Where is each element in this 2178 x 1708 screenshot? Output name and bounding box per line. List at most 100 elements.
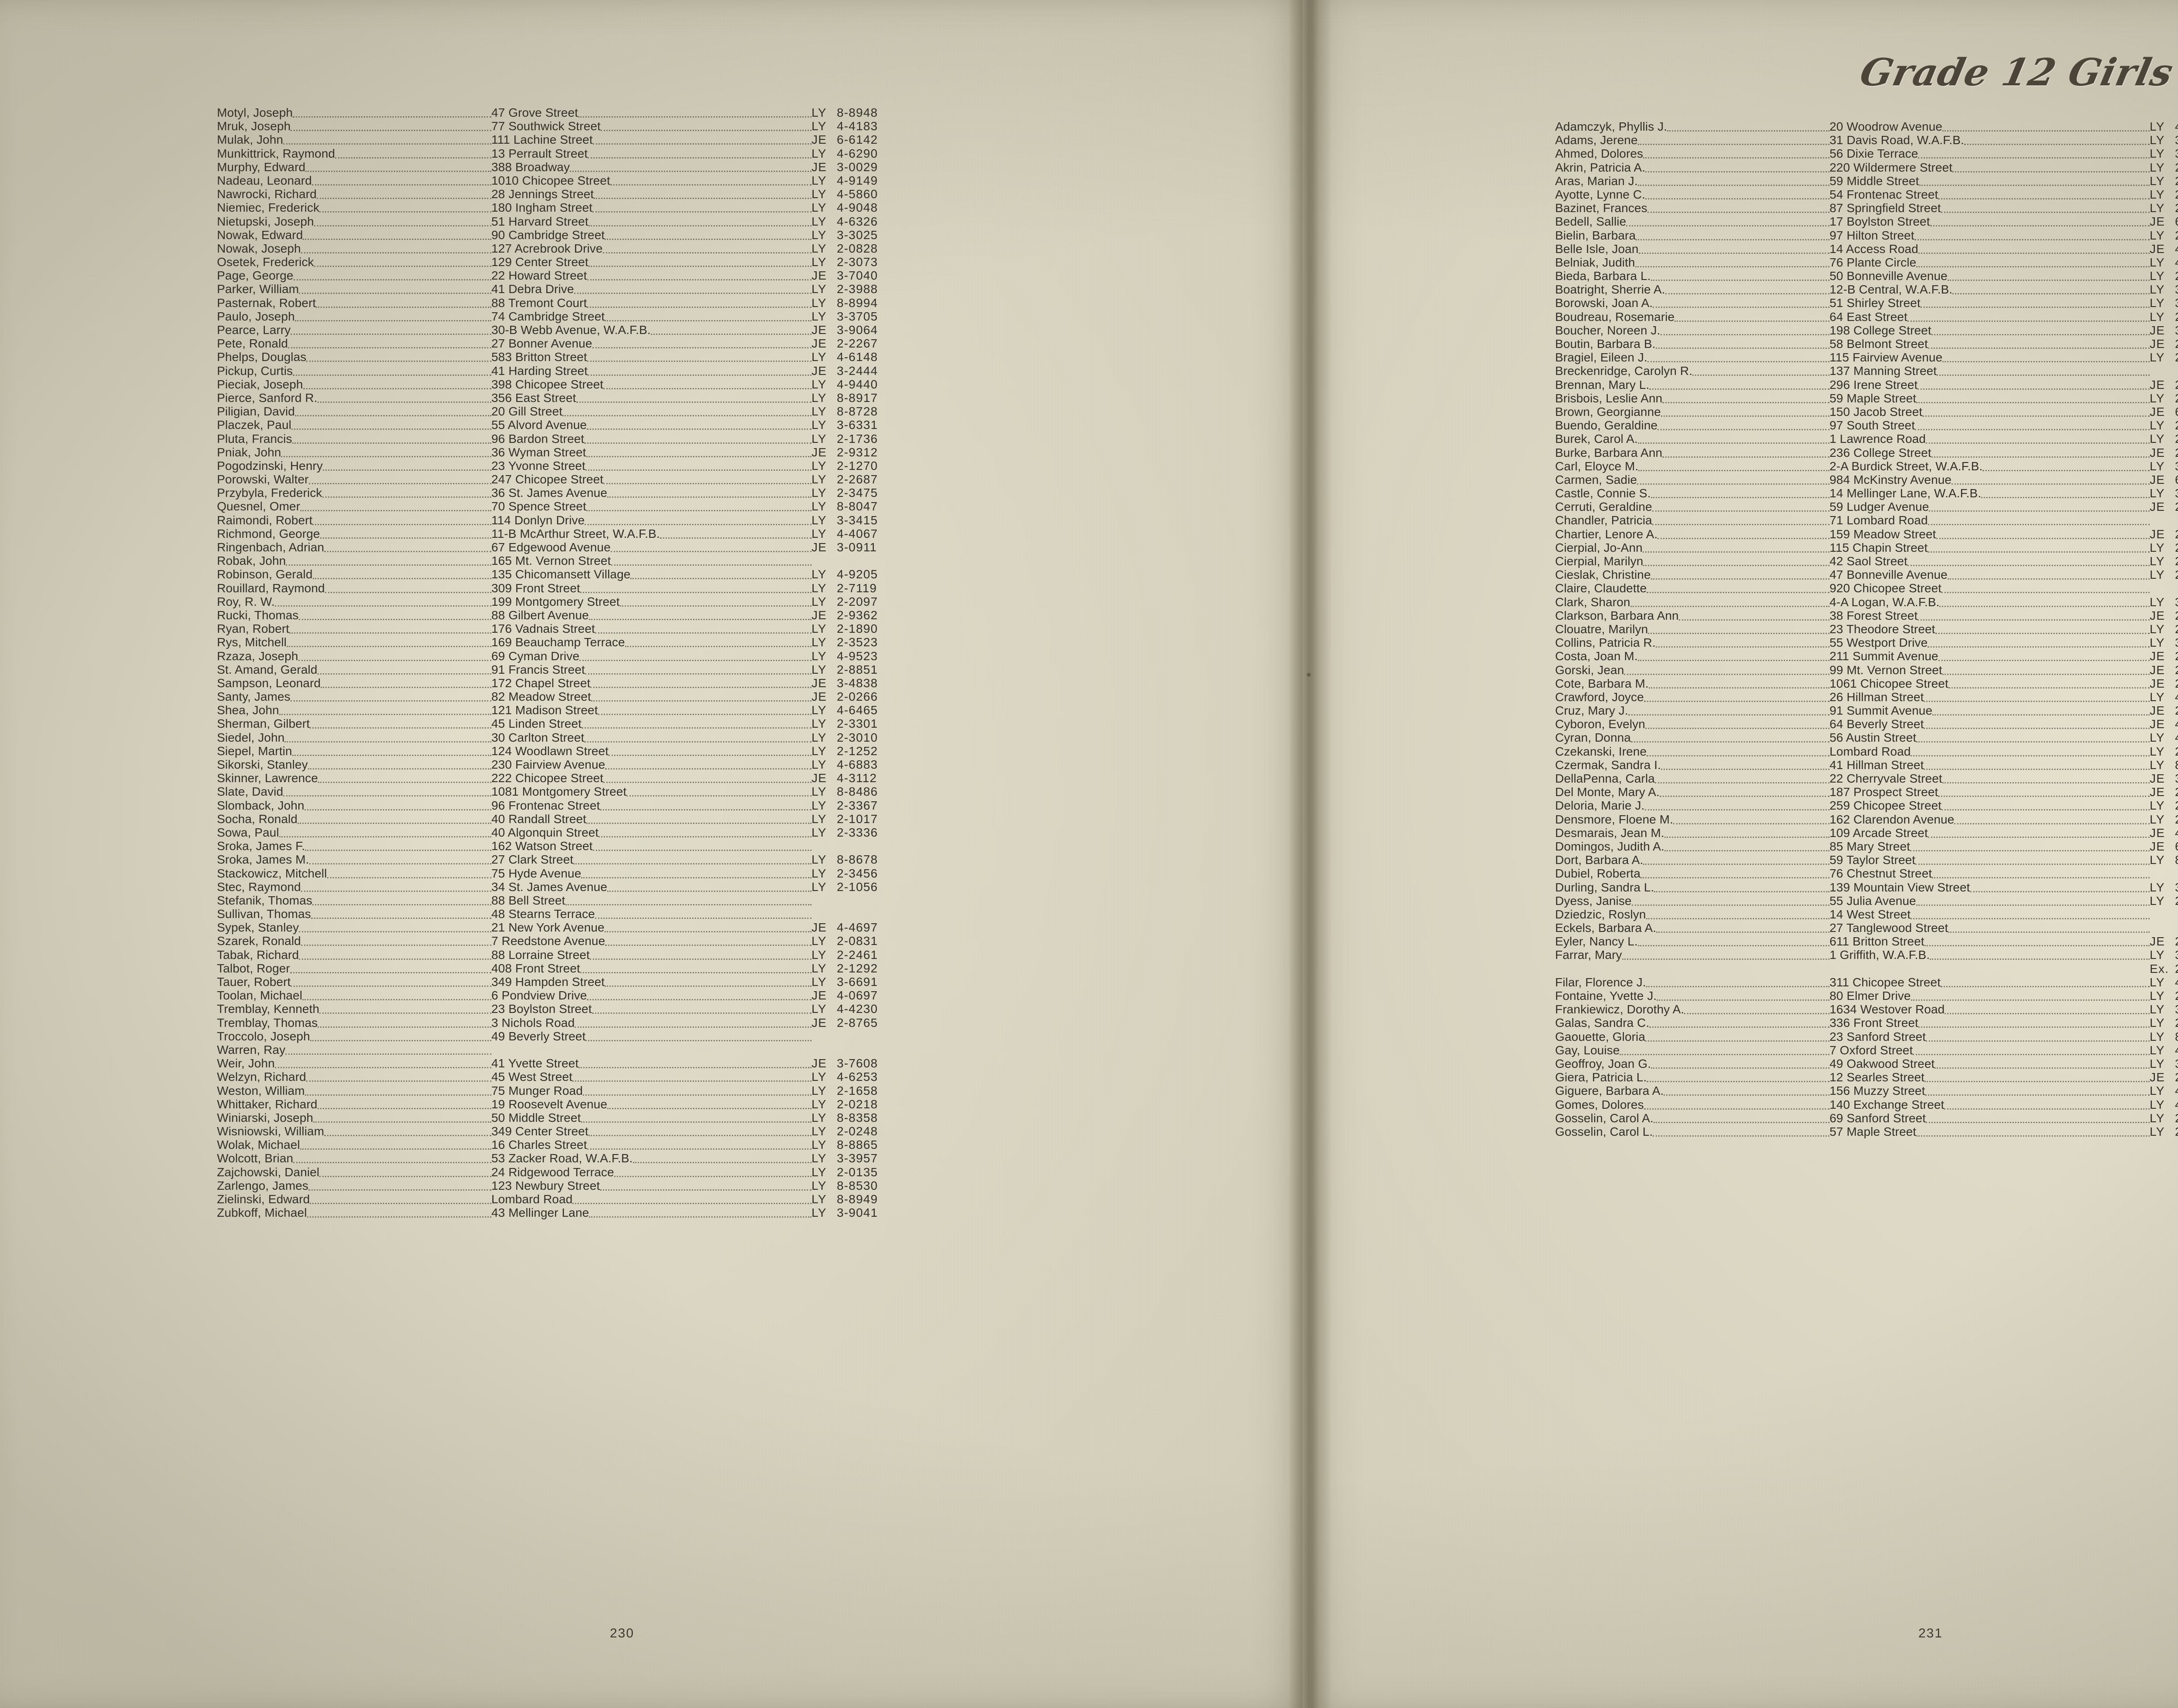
entry-address-cell: 1 Griffith, W.A.F.B. [1830,948,2150,962]
entry-phone-exchange: LY [2150,880,2165,894]
entry-address: 41 Harding Street [491,364,588,378]
directory-entry: Porowski, Walter 247 Chicopee Street LY 2-2… [217,473,2178,486]
entry-address: 30-B Webb Avenue, W.A.F.B. [491,323,651,337]
dot-leader [321,681,491,690]
dot-leader [574,287,812,296]
entry-address: 165 Mt. Vernon Street [491,554,611,568]
entry-name: Tremblay, Thomas [217,1016,318,1030]
entry-phone-cell: JE4-5751 [2150,717,2178,731]
dot-leader [285,1047,491,1057]
entry-phone-number: 2-3010 [837,730,878,744]
dot-leader [310,721,491,731]
entry-address: 162 Watson Street [491,839,593,853]
dot-leader [1628,708,1830,718]
entry-phone-number: 3-3957 [837,1151,878,1165]
dot-leader [1935,627,2150,636]
entry-phone-number: 2-0273 [2175,799,2178,812]
directory-entry: Munkittrick, Raymond 13 Perrault Street LY… [217,147,2178,160]
dot-leader [1916,1129,2150,1139]
entry-name-cell: Sullivan, Thomas [217,907,491,921]
dot-leader [588,368,812,378]
entry-address: 162 Clarendon Avenue [1830,812,1955,826]
entry-name: Pierce, Sanford R. [217,391,318,405]
dot-leader [1638,464,1830,473]
dot-leader [1911,912,2150,922]
dot-leader [1661,763,1830,772]
entry-address-cell: 77 Southwick Street [491,119,812,133]
entry-address-cell: 36 St. James Avenue [491,486,812,500]
entry-phone-number: 4-6780 [2175,120,2178,133]
dot-leader [319,205,491,215]
entry-address-cell: 67 Edgewood Avenue [491,540,812,554]
dot-leader [1930,219,2150,229]
entry-phone-exchange: LY [2150,147,2165,161]
entry-address-cell: 49 Oakwood Street [1830,1057,2150,1071]
entry-phone-number: 8-8346 [2175,758,2178,772]
entry-name: Pete, Ronald [217,337,288,351]
entry-address-cell: 115 Chapin Street [1830,541,2150,555]
entry-phone-cell: JE2-9937 [2150,649,2178,663]
entry-address: 51 Shirley Street [1830,296,1921,310]
entry-name-cell: Rzaza, Joseph [217,649,491,663]
entry-phone-exchange: JE [812,676,827,690]
entry-name: Siepel, Martin [217,744,292,758]
right-page-title: Grade 12 Girls [1856,51,2178,95]
directory-entry: Rucki, Thomas 88 Gilbert Avenue JE 2-9362 [217,608,2178,622]
dot-leader [594,192,812,201]
dot-leader [301,246,491,256]
dot-leader [610,545,812,554]
entry-name: Szarek, Ronald [217,934,301,948]
entry-name-cell: Toolan, Michael [217,989,491,1003]
entry-name-cell: Giera, Patricia L. [1555,1070,1830,1084]
dot-leader [1930,952,2150,962]
entry-phone-exchange: LY [812,1124,827,1138]
entry-name-cell: Czekanski, Irene [1555,745,1830,759]
entry-phone-cell: LY2-2934 [2150,1016,2178,1030]
left-page-sheet [0,0,1302,1708]
entry-phone-exchange: JE [2150,826,2165,840]
dot-leader [1647,1075,1830,1084]
entry-phone-cell: LY3-6929 [2150,459,2178,473]
entry-phone-exchange: LY [812,635,827,649]
entry-name: Boudreau, Rosemarie [1555,310,1675,324]
entry-phone-cell: LY4-6780 [2150,120,2178,134]
entry-phone-cell: JE 2-2267 [812,337,916,351]
entry-address: 31 Davis Road, W.A.F.B. [1830,133,1964,147]
entry-name-cell: Chandler, Patricia [1555,513,1830,527]
dot-leader [311,178,491,188]
entry-phone-number: 2-1257 [2175,419,2178,432]
directory-entry: Domingos, Judith A.85 Mary StreetJE6-146… [1555,840,2178,853]
dot-leader [1620,1048,1830,1057]
entry-address-cell: 1061 Chicopee Street [1830,677,2150,691]
dot-leader [590,681,812,690]
dot-leader [573,857,812,867]
dot-leader [327,871,491,881]
entry-name: Czermak, Sandra I. [1555,758,1661,772]
entry-address-cell: 56 Dixie Terrace [1830,147,2150,161]
entry-phone-number: 8-8047 [837,500,878,513]
dot-leader [308,762,491,772]
dot-leader [1652,504,1830,514]
dot-leader [335,151,491,161]
entry-phone-number: 2-0906 [2175,310,2178,324]
entry-address: 41 Yvette Street [491,1057,579,1070]
entry-phone-number: 3-0029 [837,160,878,174]
entry-phone-number: 4-5751 [2175,717,2178,731]
entry-address-cell: 34 St. James Avenue [491,880,812,894]
entry-address-cell: 55 Westport Drive [1830,636,2150,650]
entry-name-cell: Sikorski, Stanley [217,758,491,772]
entry-phone-cell: JE2-5040 [2150,785,2178,799]
dot-leader [1667,124,1830,134]
dot-leader [1645,165,1830,175]
dot-leader [605,233,812,242]
entry-phone-exchange: LY [812,486,827,500]
entry-name: Cyboron, Evelyn [1555,717,1645,731]
dot-leader [1650,572,1830,582]
entry-phone-cell: LY 3-3957 [812,1151,916,1165]
dot-leader [1624,668,1830,677]
entry-phone-exchange: JE [812,337,827,351]
dot-leader [305,844,491,853]
dot-leader [1928,545,2150,555]
